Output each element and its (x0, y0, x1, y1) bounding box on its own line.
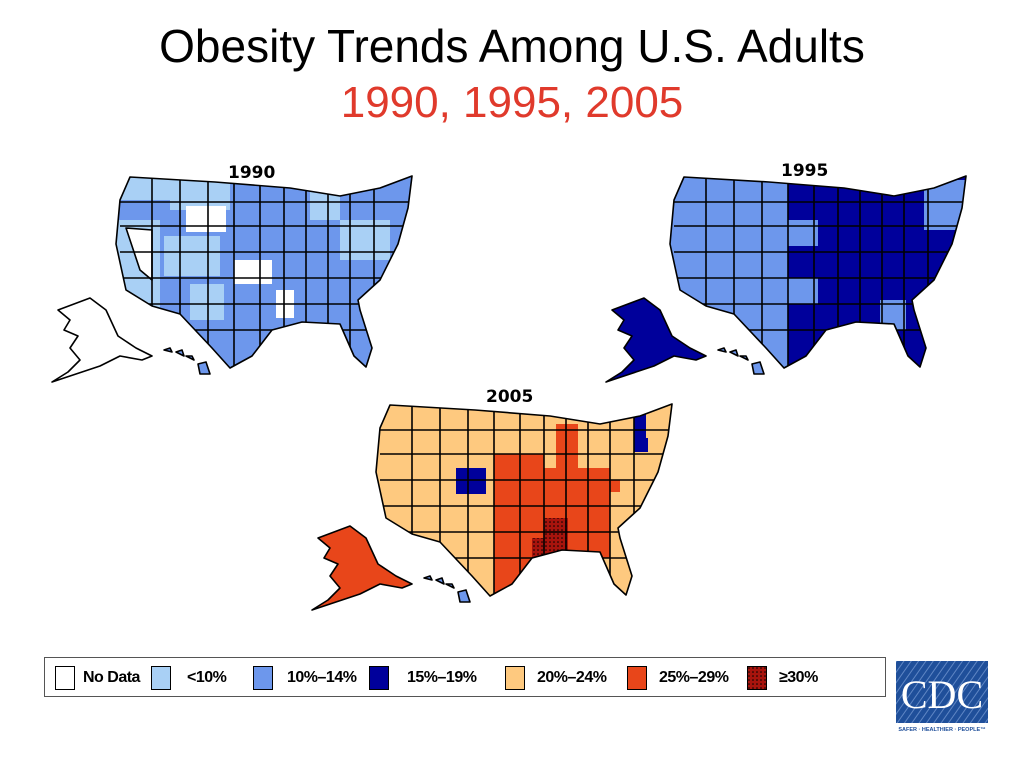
state-louisiana (532, 538, 550, 564)
state-west-virginia (608, 480, 620, 492)
state-alaska (51, 297, 153, 383)
region-new-england (924, 180, 966, 230)
state-vermont (634, 414, 646, 438)
state-hawaii (163, 347, 211, 375)
legend-swatch (747, 666, 767, 690)
us-map-1995 (605, 175, 967, 383)
legend-swatch (151, 666, 171, 690)
state-wyoming (186, 206, 226, 232)
cdc-logo-tagline: SAFER · HEALTHIER · PEOPLE™ (898, 727, 985, 733)
map-year-label-2005: 2005 (486, 387, 534, 407)
legend-swatch (505, 666, 525, 690)
map-year-label-1995: 1995 (781, 161, 829, 181)
state-connecticut (634, 438, 648, 452)
legend-label: ≥30% (779, 669, 818, 686)
us-map-2005 (311, 403, 673, 611)
legend-item-10-14: 10%–14% (253, 665, 357, 691)
legend-swatch (627, 666, 647, 690)
region-montana (170, 180, 230, 210)
legend-swatch (369, 666, 389, 690)
state-south-dakota (788, 220, 818, 246)
legend-label: 10%–14% (287, 669, 357, 686)
legend-swatch (253, 666, 273, 690)
legend-item-15-19: 15%–19% (369, 665, 477, 691)
state-alaska (605, 297, 707, 383)
page-title: Obesity Trends Among U.S. Adults (159, 20, 865, 72)
legend-item-lt10: <10% (151, 665, 227, 691)
legend-label: <10% (187, 669, 227, 686)
region-utah-colorado (164, 236, 220, 276)
state-hawaii (717, 347, 765, 375)
map-year-label-1990: 1990 (228, 163, 276, 183)
legend-item-ge30: ≥30% (747, 665, 818, 691)
state-alaska (311, 525, 413, 611)
legend-item-20-24: 20%–24% (505, 665, 607, 691)
legend-item-25-29: 25%–29% (627, 665, 729, 691)
state-kansas (234, 260, 272, 284)
state-colorado (456, 468, 486, 494)
legend-label: 20%–24% (537, 669, 607, 686)
page-subtitle: 1990, 1995, 2005 (340, 78, 684, 127)
legend-swatch (55, 666, 75, 690)
legend-label: 15%–19% (407, 669, 477, 686)
legend-label: 25%–29% (659, 669, 729, 686)
state-hawaii (423, 575, 471, 603)
cdc-logo-text: CDC (901, 672, 983, 717)
state-new-mexico (190, 284, 224, 320)
state-michigan (556, 424, 578, 474)
cdc-logo: CDC SAFER · HEALTHIER · PEOPLE™ (896, 661, 988, 733)
legend-item-no-data: No Data (55, 665, 140, 691)
legend: No Data <10% 10%–14% 15%–19% 20%–24% 25%… (44, 657, 886, 697)
us-map-1990 (51, 175, 413, 383)
legend-label: No Data (83, 669, 140, 686)
state-oklahoma (788, 278, 818, 304)
